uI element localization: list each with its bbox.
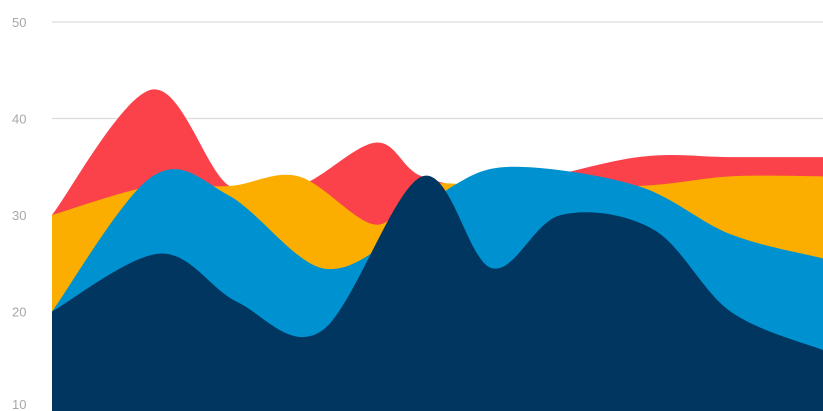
y-tick-label-10: 10 [12,397,26,411]
area-series-4 [52,175,823,411]
y-tick-label-40: 40 [12,112,26,127]
y-tick-label-30: 30 [12,208,26,223]
y-tick-label-20: 20 [12,305,26,320]
y-tick-label-50: 50 [12,15,26,30]
